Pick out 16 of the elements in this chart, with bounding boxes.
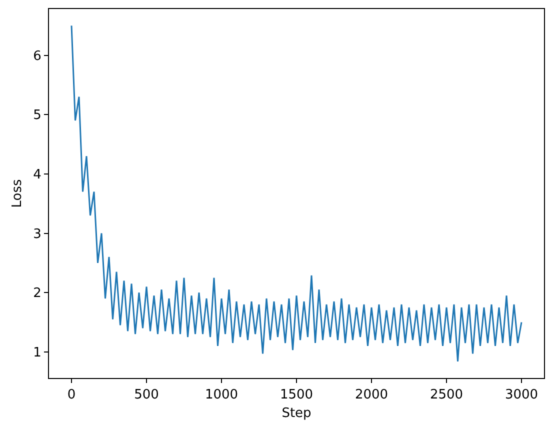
x-tick-label: 500 [134,388,159,403]
x-tick-label: 2000 [354,388,388,403]
x-tick-label: 1500 [280,388,314,403]
y-tick-label: 5 [33,108,42,124]
x-axis-title: Step [282,406,312,422]
x-tick-label: 3000 [504,388,538,403]
y-tick-label: 3 [33,226,42,242]
x-tick-label: 2500 [430,388,464,403]
y-tick-label: 4 [33,167,42,182]
y-tick-label: 2 [33,286,42,302]
y-tick-label: 6 [33,48,42,64]
x-tick-label: 1000 [204,388,238,403]
x-tick-label: 0 [67,388,76,403]
line-series [70,24,522,362]
y-axis-title: Loss [10,179,26,208]
y-tick-label: 1 [33,345,42,360]
